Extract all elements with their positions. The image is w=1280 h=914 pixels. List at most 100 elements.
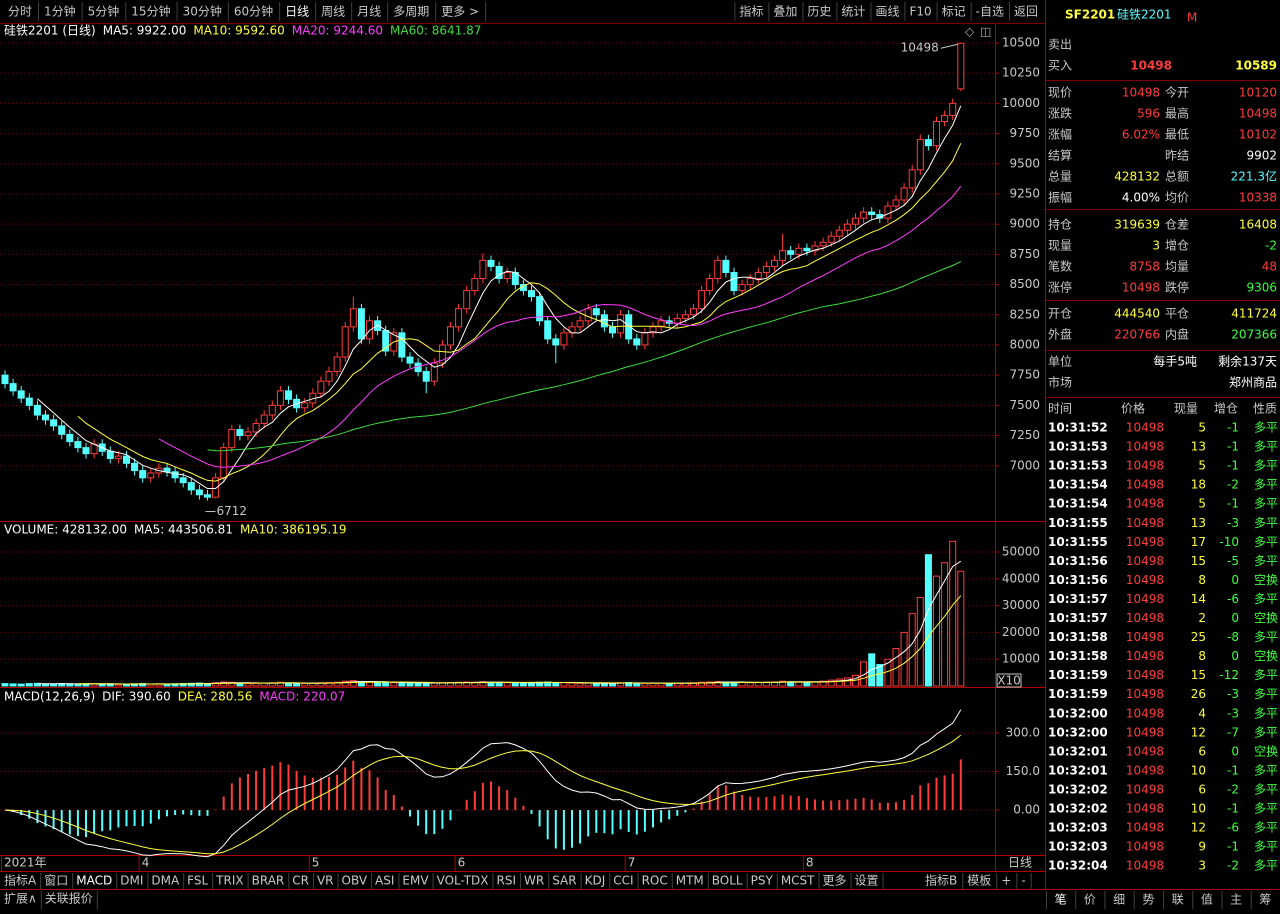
toolbar-item[interactable]: 历史 [807,5,831,19]
toolbar-item[interactable]: 叠加 [773,5,797,19]
candle-body [949,102,957,116]
toolbar-item[interactable]: 5分钟 [88,4,120,19]
indicator-tab[interactable]: 指标A [4,873,37,888]
indicator-tab[interactable]: CCI [613,874,633,888]
toolbar-item[interactable]: 统计 [841,5,865,19]
toolbar-item[interactable]: 指标 [739,4,763,19]
quote-label: 买入 [1048,59,1072,73]
toolbar-item[interactable]: F10 [909,5,931,19]
indicator-tab[interactable]: VOL-TDX [437,874,489,888]
indicator-tab[interactable]: VR [317,874,334,888]
toolbar-item[interactable]: -自选 [976,5,1004,19]
table-header: 现量 [1174,402,1198,416]
candle-body [74,441,82,449]
toolbar-item[interactable]: 画线 [875,5,899,19]
indicator-tab[interactable]: ROC [642,874,668,888]
indicator-tab[interactable]: WR [524,874,544,888]
panel-tab[interactable]: 联 [1172,893,1184,907]
indicator-tab[interactable]: MCST [781,874,815,888]
legend-item: MA5: 443506.81 [134,523,233,537]
table-cell: 10:31:53 [1048,459,1108,473]
indicator-tab[interactable]: TRIX [215,874,243,888]
candle-body [762,265,770,273]
indicator-tab[interactable]: DMA [151,874,180,888]
panel-tab[interactable]: 势 [1142,893,1154,907]
toolbar-item[interactable]: 标记 [942,5,966,19]
indicator-tab[interactable]: - [1021,874,1025,888]
quote-label: 振幅 [1048,190,1072,205]
quote-value: 220766 [1114,328,1160,342]
candle-body [819,241,827,247]
indicator-tab[interactable]: 指标B [925,873,957,888]
quote-value: 10338 [1239,191,1277,205]
toolbar-item[interactable]: 日线 [285,5,309,19]
toolbar-item[interactable]: 1分钟 [44,4,76,19]
quote-value: 10498 [1122,86,1160,100]
quote-label: 开仓 [1048,307,1072,321]
panel-tab[interactable]: 笔 [1055,892,1067,907]
toolbar-item[interactable]: 周线 [321,5,345,19]
indicator-tab[interactable]: RSI [497,874,517,888]
bottom-button[interactable]: 扩展∧ [4,892,37,906]
table-cell: 10:32:03 [1048,821,1108,835]
indicator-tab[interactable]: DMI [120,874,143,888]
toolbar-item[interactable]: 返回 [1014,5,1038,19]
panel-tab[interactable]: 细 [1113,893,1125,907]
toolbar-item[interactable]: 多周期 [393,5,429,19]
indicator-tab[interactable]: EMV [402,874,429,888]
toolbar-item[interactable]: 15分钟 [131,4,170,19]
indicator-tab[interactable]: OBV [342,874,368,888]
panel-tab[interactable]: 值 [1201,892,1213,907]
y-tick-label: 10250 [1002,66,1040,80]
candle-body [495,265,503,280]
table-cell: 10498 [1126,649,1164,663]
indicator-tab[interactable]: MTM [676,874,704,888]
table-cell: 10:32:03 [1048,840,1108,854]
toolbar-item[interactable]: 月线 [357,5,381,19]
candle-body [544,320,552,340]
y-tick-label: 7250 [1009,428,1040,442]
toolbar-item[interactable]: 30分钟 [183,4,222,19]
panel-tab[interactable]: 筹 [1259,893,1271,907]
indicator-tab[interactable]: CR [292,874,309,888]
table-cell: -1 [1227,421,1239,435]
volume-bar [876,664,884,687]
table-header: 时间 [1048,402,1072,416]
indicator-tab[interactable]: + [1001,874,1011,888]
candle-body [843,223,851,231]
indicator-tab[interactable]: KDJ [585,874,606,888]
indicator-tab[interactable]: 设置 [855,874,879,888]
indicator-tab[interactable]: 更多 [823,874,847,888]
y-tick-label: 300.0 [1006,725,1040,739]
indicator-tab[interactable]: ASI [375,874,394,888]
panel-tab[interactable]: 价 [1084,893,1096,907]
indicator-tab[interactable]: MACD [76,874,112,888]
quote-value: 10120 [1239,86,1277,100]
y-tick-label: 9250 [1009,186,1040,200]
date-label: 6 [458,856,466,870]
bottom-button[interactable]: 关联报价 [45,891,93,906]
toolbar-item[interactable]: 分时 [8,5,32,19]
table-cell: 空换 [1254,611,1278,625]
quote-label: 增仓 [1165,239,1189,253]
icon[interactable]: ◫ [980,25,991,39]
indicator-tab[interactable]: BOLL [712,874,743,888]
indicator-tab[interactable]: PSY [751,874,774,888]
table-cell: 10:31:55 [1048,535,1108,549]
indicator-tab[interactable]: 模板 [967,874,991,888]
toolbar-item[interactable]: 60分钟 [234,4,273,19]
candle-body [600,314,608,328]
volume-bar [746,682,754,687]
table-cell: 空换 [1254,573,1278,587]
table-cell: -10 [1219,535,1239,549]
indicator-tab[interactable]: 窗口 [44,874,68,888]
table-cell: 10:31:52 [1048,421,1108,435]
indicator-tab[interactable]: SAR [552,874,576,888]
panel-tab[interactable]: 主 [1230,893,1242,907]
indicator-tab[interactable]: FSL [187,874,208,888]
icon[interactable]: ◇ [965,25,975,39]
table-cell: 多平 [1254,516,1278,530]
indicator-tab[interactable]: BRAR [252,874,285,888]
toolbar-item[interactable]: 更多 > [441,5,479,19]
candle-body [285,390,292,400]
